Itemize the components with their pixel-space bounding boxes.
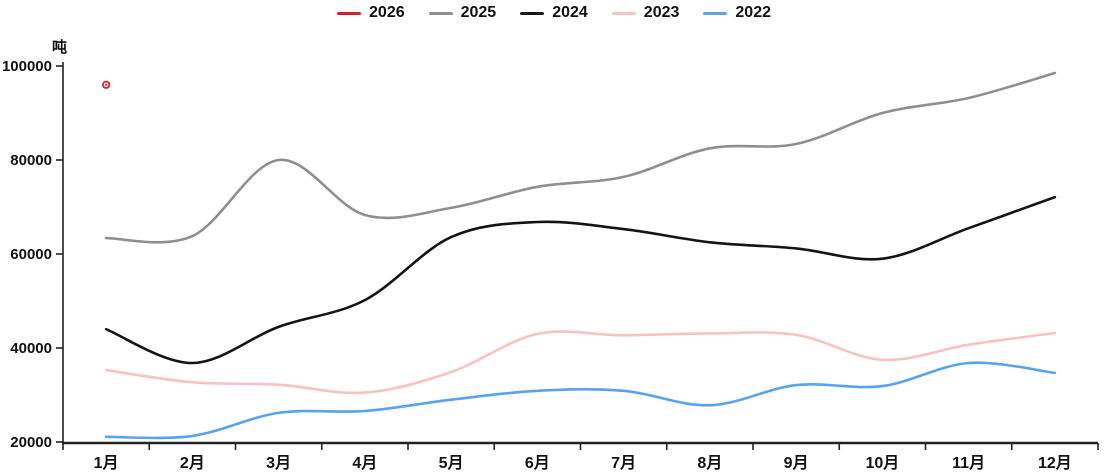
series-line-2023 bbox=[104, 330, 1057, 395]
x-axis-tick-label: 3月 bbox=[266, 454, 291, 472]
x-axis-tick-label: 5月 bbox=[439, 454, 464, 472]
x-axis-tick-label: 1月 bbox=[94, 454, 119, 472]
legend-label-2026: 2026 bbox=[369, 4, 405, 21]
x-axis-tick-label: 7月 bbox=[611, 454, 636, 472]
x-axis-tick-label: 12月 bbox=[1038, 454, 1072, 472]
x-axis-tick-label: 2月 bbox=[180, 454, 205, 472]
legend-item-2022[interactable]: 2022 bbox=[703, 5, 771, 21]
series-line-2025 bbox=[104, 71, 1057, 244]
legend-item-2024[interactable]: 2024 bbox=[520, 5, 588, 21]
legend-item-2023[interactable]: 2023 bbox=[611, 4, 680, 21]
legend-item-2026[interactable]: 2026 bbox=[337, 5, 405, 21]
y-axis-tick-label: 40000 bbox=[10, 340, 52, 357]
legend-item-2025[interactable]: 2025 bbox=[428, 4, 497, 21]
y-axis-tick-label: 20000 bbox=[10, 434, 52, 451]
y-axis-tick-label: 60000 bbox=[10, 246, 52, 263]
x-axis-tick-label: 8月 bbox=[697, 454, 722, 472]
y-axis-tick-label: 80000 bbox=[10, 152, 52, 169]
legend-label-2024: 2024 bbox=[552, 4, 588, 21]
legend-swatch-2025 bbox=[428, 11, 453, 15]
chart-legend: 2026 2025 2024 2023 2022 bbox=[0, 5, 1108, 21]
series-line-2022 bbox=[104, 361, 1057, 440]
legend-swatch-2022 bbox=[703, 11, 728, 15]
x-axis-tick-label: 4月 bbox=[352, 454, 377, 472]
y-axis-unit-label: 吨 bbox=[52, 39, 68, 56]
legend-label-2025: 2025 bbox=[460, 4, 497, 21]
legend-label-2022: 2022 bbox=[735, 4, 771, 21]
series-line-2024 bbox=[104, 195, 1057, 365]
legend-label-2023: 2023 bbox=[643, 4, 680, 21]
x-axis-tick-label: 9月 bbox=[784, 454, 809, 472]
legend-swatch-2026 bbox=[337, 11, 362, 15]
x-axis-tick-label: 11月 bbox=[952, 454, 985, 472]
series-point-center-2026 bbox=[105, 83, 108, 86]
y-axis-tick-label: 100000 bbox=[2, 58, 52, 75]
x-axis-tick-label: 10月 bbox=[865, 454, 899, 472]
legend-swatch-2024 bbox=[520, 11, 545, 15]
x-axis-tick-label: 6月 bbox=[525, 454, 550, 472]
legend-swatch-2023 bbox=[611, 11, 636, 15]
